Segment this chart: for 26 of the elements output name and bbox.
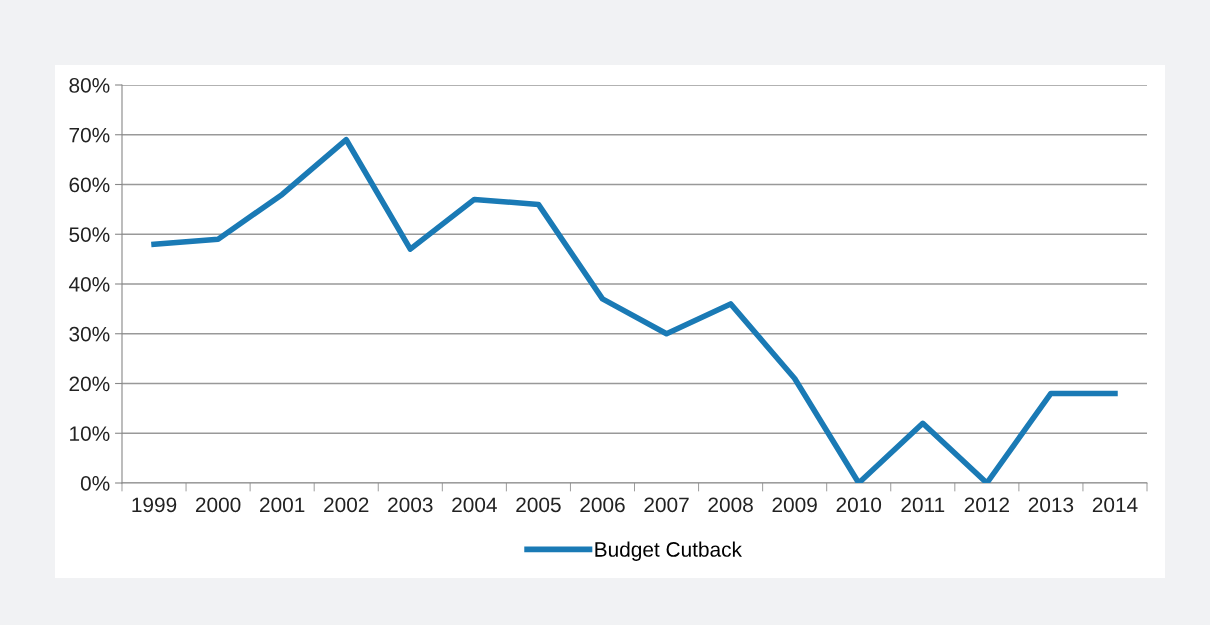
x-tick-label: 2001	[260, 497, 305, 513]
x-tick-label: 1999	[132, 497, 177, 513]
y-tick-label: 20%	[69, 376, 110, 392]
y-tick-label: 80%	[69, 78, 110, 93]
x-tick-label: 2010	[836, 497, 882, 513]
y-tick-label: 10%	[70, 426, 110, 441]
y-tick-label: 30%	[69, 326, 110, 342]
y-tick-label: 70%	[69, 127, 110, 143]
y-tick-label: 60%	[69, 177, 110, 193]
x-tick-label: 2008	[708, 497, 753, 513]
x-tick-label: 2000	[195, 497, 241, 513]
y-tick-label: 0%	[80, 476, 110, 491]
x-tick-label: 2009	[772, 497, 817, 513]
x-tick-label: 2003	[388, 497, 433, 513]
x-tick-label: 2013	[1028, 497, 1074, 513]
x-tick-label: 2004	[452, 497, 497, 513]
y-tick-label: 50%	[69, 227, 110, 242]
y-tick-label: 40%	[68, 277, 110, 292]
x-tick-label: 2007	[644, 497, 689, 513]
x-tick-label: 2002	[324, 497, 369, 513]
x-tick-label: 2006	[580, 497, 625, 513]
x-tick-label: 2012	[964, 497, 1009, 513]
x-tick-label: 2014	[1092, 497, 1138, 513]
legend-label: Budget Cutback	[595, 541, 742, 561]
x-tick-label: 2011	[901, 497, 945, 513]
x-tick-label: 2005	[516, 497, 561, 513]
